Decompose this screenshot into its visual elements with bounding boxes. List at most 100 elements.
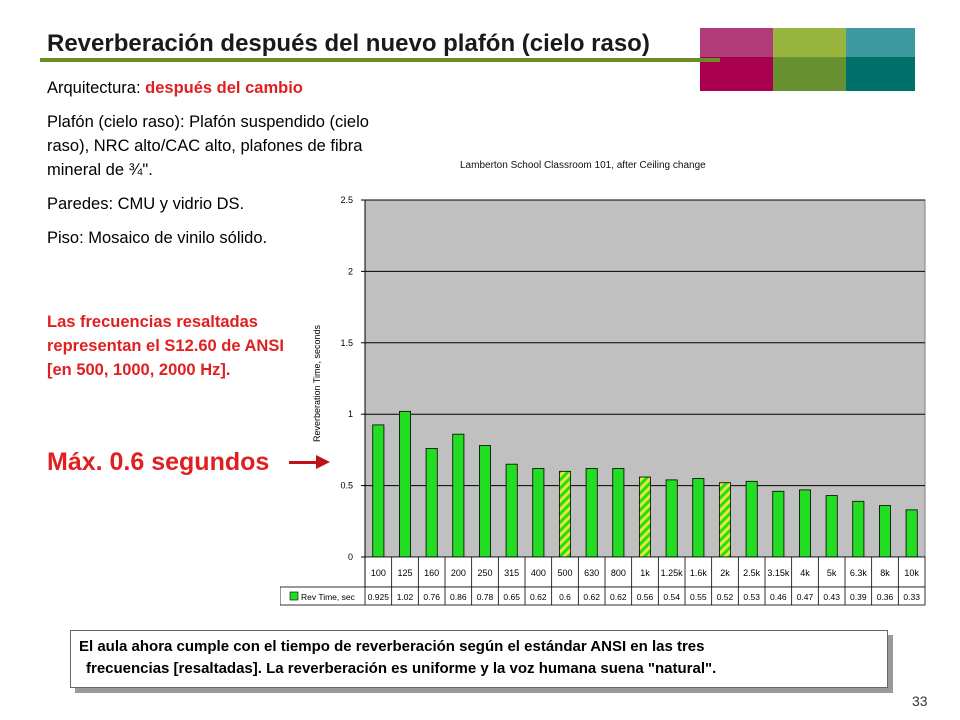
deco-square-3 <box>846 28 915 57</box>
y-tick-label: 1.5 <box>340 338 353 348</box>
bar-630 <box>585 468 598 558</box>
data-label: 0.78 <box>477 592 494 602</box>
walls-text: Paredes: CMU y vidrio DS. <box>47 195 245 213</box>
data-label: 1.02 <box>397 592 414 602</box>
y-tick-label: 1 <box>348 409 353 419</box>
data-label: 0.33 <box>903 592 920 602</box>
data-label: 0.54 <box>663 592 680 602</box>
architecture-line: Arquitectura: después del cambio <box>47 76 417 100</box>
footer-line-2: frecuencias [resaltadas]. La reverberaci… <box>86 660 717 677</box>
deco-square-2 <box>773 28 846 57</box>
x-tick-label: 1k <box>640 568 650 578</box>
data-label: 0.36 <box>877 592 894 602</box>
data-label: 0.86 <box>450 592 467 602</box>
bar-5k <box>825 495 838 558</box>
x-tick-label: 8k <box>880 568 890 578</box>
bar-10k <box>905 509 918 558</box>
highlight-note: Las frecuencias resaltadas representan e… <box>47 313 284 379</box>
architecture-label: Arquitectura: <box>47 79 146 97</box>
category-row <box>364 556 926 588</box>
data-label: 0.56 <box>637 592 654 602</box>
value-row <box>280 586 926 606</box>
bar-6.3k <box>852 500 865 558</box>
data-label: 0.62 <box>530 592 547 602</box>
legend-swatch <box>289 591 299 601</box>
x-tick-label: 500 <box>557 568 572 578</box>
bar-200 <box>452 433 465 558</box>
x-tick-label: 800 <box>611 568 626 578</box>
x-tick-label: 10k <box>904 568 919 578</box>
data-label: 0.39 <box>850 592 867 602</box>
x-tick-label: 125 <box>397 568 412 578</box>
bar-400 <box>532 468 545 558</box>
data-label: 0.53 <box>743 592 760 602</box>
x-tick-label: 200 <box>451 568 466 578</box>
data-label: 0.76 <box>423 592 440 602</box>
footer-line-1: El aula ahora cumple con el tiempo de re… <box>79 638 705 655</box>
chart-title: Lamberton School Classroom 101, after Ce… <box>460 160 706 171</box>
x-tick-label: 250 <box>477 568 492 578</box>
x-tick-label: 5k <box>827 568 837 578</box>
deco-square-6 <box>846 57 915 91</box>
floor-text: Piso: Mosaico de vinilo sólido. <box>47 229 268 247</box>
y-tick-label: 0 <box>348 552 353 562</box>
x-tick-label: 315 <box>504 568 519 578</box>
data-label: 0.62 <box>583 592 600 602</box>
architecture-value: después del cambio <box>145 79 303 97</box>
data-label: 0.43 <box>823 592 840 602</box>
deco-square-4 <box>700 57 773 91</box>
bar-315 <box>505 463 518 558</box>
y-axis-label: Reverberation Time, seconds <box>312 324 322 442</box>
data-label: 0.62 <box>610 592 627 602</box>
x-tick-label: 160 <box>424 568 439 578</box>
x-axis-label: Frequency, 1/3 O B <box>611 609 688 610</box>
bar-800 <box>612 468 625 558</box>
bar-3.15k <box>772 490 785 558</box>
data-label: 0.47 <box>797 592 814 602</box>
data-label: 0.925 <box>368 592 390 602</box>
deco-square-5 <box>773 57 846 91</box>
x-tick-label: 6.3k <box>850 568 868 578</box>
max-label: Máx. 0.6 segundos <box>47 448 270 476</box>
bar-500 <box>558 470 571 558</box>
x-tick-label: 400 <box>531 568 546 578</box>
data-label: 0.6 <box>559 592 571 602</box>
bar-4k <box>799 489 812 558</box>
bar-1.25k <box>665 479 678 558</box>
data-label: 0.55 <box>690 592 707 602</box>
x-tick-label: 1.6k <box>690 568 708 578</box>
legend-label: Rev Time, sec <box>301 592 356 602</box>
ceiling-text: Plafón (cielo raso): Plafón suspendido (… <box>47 113 369 179</box>
bar-160 <box>425 448 438 558</box>
description-block: Arquitectura: después del cambio Plafón … <box>47 76 417 260</box>
x-tick-label: 2k <box>720 568 730 578</box>
x-tick-label: 1.25k <box>661 568 684 578</box>
data-label: 0.52 <box>717 592 734 602</box>
x-tick-label: 2.5k <box>743 568 761 578</box>
bar-1.6k <box>692 478 705 558</box>
y-tick-label: 2 <box>348 266 353 276</box>
title-underline <box>40 58 720 62</box>
page-title: Reverberación después del nuevo plafón (… <box>47 30 650 57</box>
x-tick-label: 4k <box>800 568 810 578</box>
x-tick-label: 3.15k <box>767 568 790 578</box>
bar-2.5k <box>745 480 758 558</box>
arrow-icon <box>316 455 330 469</box>
deco-square-1 <box>700 28 773 57</box>
x-tick-label: 630 <box>584 568 599 578</box>
bar-8k <box>879 505 892 558</box>
bar-125 <box>399 410 412 558</box>
page-number: 33 <box>912 693 928 709</box>
bar-250 <box>478 445 491 558</box>
footer-note: El aula ahora cumple con el tiempo de re… <box>70 630 888 688</box>
data-label: 0.65 <box>503 592 520 602</box>
arrow-icon-shaft <box>289 461 319 464</box>
y-tick-label: 0.5 <box>340 481 353 491</box>
reverberation-chart: 0 0.5 1 1.5 2 2.5 Reverberation Time, seconds 1… <box>280 195 926 610</box>
bar-2k <box>718 482 731 558</box>
bar-1k <box>638 476 651 558</box>
data-label: 0.46 <box>770 592 787 602</box>
x-tick-label: 100 <box>371 568 386 578</box>
bar-100 <box>372 424 385 558</box>
y-tick-label: 2.5 <box>340 195 353 205</box>
